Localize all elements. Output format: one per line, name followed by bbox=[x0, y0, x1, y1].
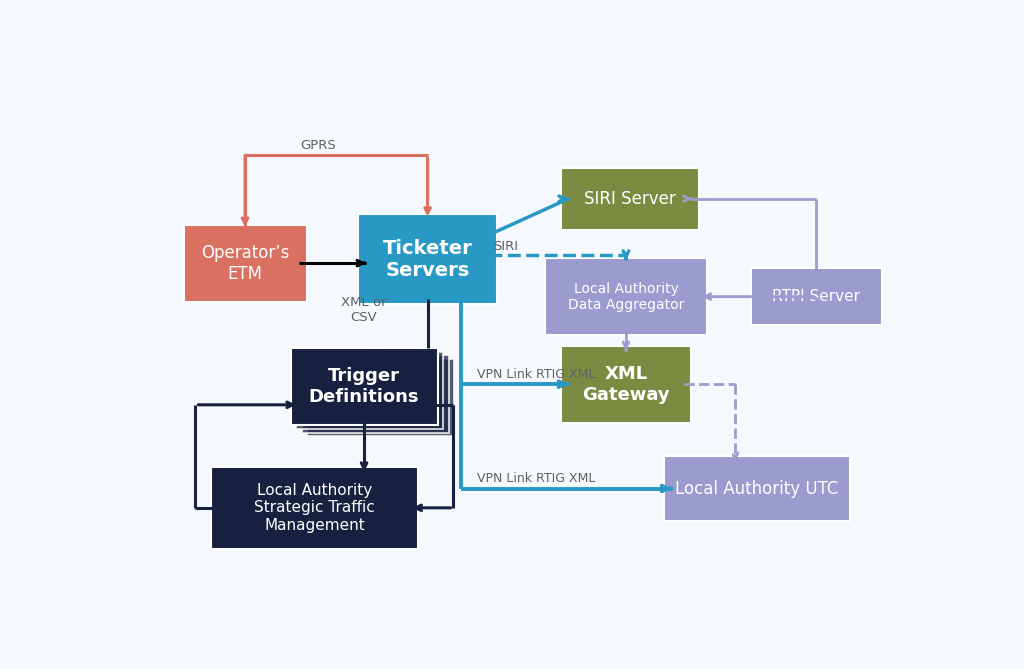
FancyBboxPatch shape bbox=[307, 359, 455, 436]
Text: SIRI: SIRI bbox=[494, 240, 518, 254]
FancyBboxPatch shape bbox=[183, 225, 306, 302]
Text: VPN Link RTIG XML: VPN Link RTIG XML bbox=[477, 368, 596, 381]
Text: XML or
CSV: XML or CSV bbox=[341, 296, 387, 324]
FancyBboxPatch shape bbox=[751, 268, 882, 325]
Text: RTPI Server: RTPI Server bbox=[772, 289, 860, 304]
Text: Trigger
Definitions: Trigger Definitions bbox=[309, 367, 420, 406]
FancyBboxPatch shape bbox=[560, 168, 699, 229]
Text: SIRI Server: SIRI Server bbox=[584, 190, 676, 208]
Text: Local Authority
Strategic Traffic
Management: Local Authority Strategic Traffic Manage… bbox=[254, 483, 375, 533]
FancyBboxPatch shape bbox=[211, 467, 418, 549]
FancyBboxPatch shape bbox=[664, 456, 850, 520]
Text: VPN Link RTIG XML: VPN Link RTIG XML bbox=[477, 472, 596, 485]
FancyBboxPatch shape bbox=[296, 352, 443, 429]
FancyBboxPatch shape bbox=[545, 258, 708, 335]
Text: Local Authority
Data Aggregator: Local Authority Data Aggregator bbox=[567, 282, 684, 312]
FancyBboxPatch shape bbox=[358, 214, 497, 304]
FancyBboxPatch shape bbox=[302, 355, 449, 433]
Text: Ticketer
Servers: Ticketer Servers bbox=[383, 239, 472, 280]
Text: Operator’s
ETM: Operator’s ETM bbox=[201, 244, 289, 282]
Text: GPRS: GPRS bbox=[301, 138, 336, 152]
FancyBboxPatch shape bbox=[560, 346, 691, 423]
Text: Local Authority UTC: Local Authority UTC bbox=[675, 480, 839, 498]
FancyBboxPatch shape bbox=[291, 348, 437, 425]
Text: XML
Gateway: XML Gateway bbox=[583, 365, 670, 403]
